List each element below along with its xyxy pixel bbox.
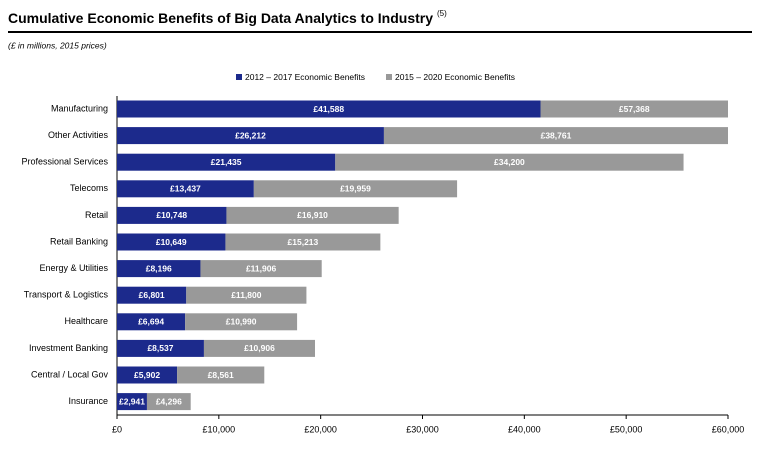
- value-label: £10,748: [156, 210, 187, 220]
- bar-segment: [117, 339, 204, 357]
- value-label: £19,959: [340, 184, 371, 194]
- value-label: £15,213: [288, 237, 319, 247]
- x-tick-label: £60,000: [712, 424, 745, 434]
- x-tick-label: £20,000: [304, 424, 337, 434]
- x-tick-label: £30,000: [406, 424, 439, 434]
- legend-label: 2015 – 2020 Economic Benefits: [395, 72, 515, 82]
- bar-segment: [117, 260, 201, 278]
- bars: [117, 100, 728, 411]
- value-label: £10,906: [244, 343, 275, 353]
- legend-swatch: [386, 74, 392, 80]
- bar-segment: [200, 260, 322, 278]
- bar-segment: [117, 393, 147, 411]
- bar-segment: [185, 313, 298, 331]
- x-tick-label: £10,000: [203, 424, 236, 434]
- title-note: (5): [437, 9, 447, 18]
- category-label: Professional Services: [21, 157, 108, 167]
- category-label: Central / Local Gov: [31, 369, 109, 379]
- subtitle: (£ in millions, 2015 prices): [8, 40, 107, 50]
- bar-segment: [117, 127, 384, 145]
- bar-segment: [186, 286, 307, 304]
- bar-segment: [117, 233, 226, 251]
- value-label: £6,694: [138, 317, 164, 327]
- legend-swatch: [236, 74, 242, 80]
- value-label: £11,800: [231, 290, 262, 300]
- value-label: £8,196: [146, 263, 172, 273]
- value-label: £13,437: [170, 184, 201, 194]
- value-label: £2,941: [119, 396, 145, 406]
- value-label: £34,200: [494, 157, 525, 167]
- category-label: Telecoms: [70, 183, 109, 193]
- value-label: £11,906: [246, 263, 277, 273]
- value-label: £38,761: [541, 130, 572, 140]
- value-label: £5,902: [134, 370, 160, 380]
- bar-segment: [117, 366, 178, 384]
- category-label: Manufacturing: [51, 103, 108, 113]
- value-label: £10,649: [156, 237, 187, 247]
- x-tick-label: £40,000: [508, 424, 541, 434]
- value-label: £6,801: [139, 290, 165, 300]
- x-tick-label: £50,000: [610, 424, 643, 434]
- category-label: Transport & Logistics: [24, 290, 109, 300]
- x-tick-label: £0: [112, 424, 122, 434]
- bar-segment: [225, 233, 381, 251]
- value-label: £26,212: [235, 130, 266, 140]
- value-label: £21,435: [211, 157, 242, 167]
- category-label: Retail: [85, 210, 108, 220]
- category-label: Retail Banking: [50, 236, 108, 246]
- category-label: Energy & Utilities: [39, 263, 108, 273]
- legend-label: 2012 – 2017 Economic Benefits: [245, 72, 365, 82]
- bar-segment: [117, 100, 541, 118]
- bar-segment: [226, 206, 399, 224]
- category-label: Healthcare: [64, 316, 108, 326]
- value-label: £4,296: [156, 396, 182, 406]
- chart-title: Cumulative Economic Benefits of Big Data…: [8, 9, 447, 26]
- bar-segment: [253, 180, 458, 198]
- bar-segment: [335, 153, 684, 171]
- category-label: Insurance: [68, 396, 108, 406]
- bar-segment: [117, 286, 187, 304]
- value-label: £16,910: [297, 210, 328, 220]
- value-label: £8,537: [147, 343, 173, 353]
- bar-segment: [203, 339, 315, 357]
- category-label: Other Activities: [48, 130, 109, 140]
- category-label: Investment Banking: [29, 343, 108, 353]
- bar-segment: [146, 393, 191, 411]
- bar-segment: [117, 153, 336, 171]
- bar-segment: [117, 313, 186, 331]
- bar-segment: [383, 127, 728, 145]
- title-text: Cumulative Economic Benefits of Big Data…: [8, 10, 433, 26]
- value-label: £8,561: [208, 370, 234, 380]
- bar-segment: [540, 100, 728, 118]
- bar-segment: [117, 180, 254, 198]
- value-label: £57,368: [619, 104, 650, 114]
- bar-segment: [177, 366, 265, 384]
- value-label: £41,588: [313, 104, 344, 114]
- value-label: £10,990: [226, 317, 257, 327]
- bar-segment: [117, 206, 227, 224]
